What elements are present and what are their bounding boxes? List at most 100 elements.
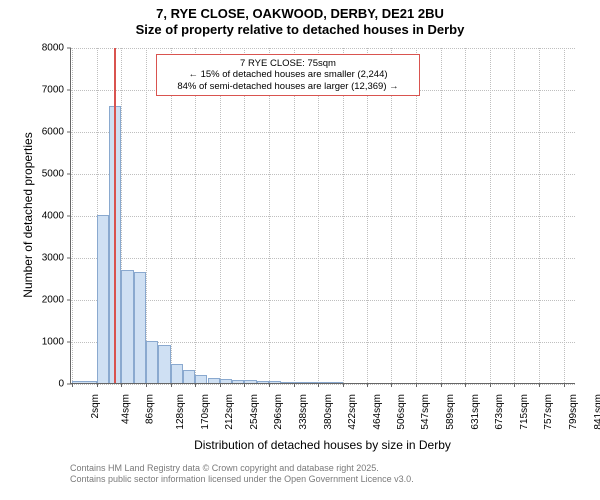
xtick-label: 547sqm: [421, 394, 432, 430]
annotation-line-1: 7 RYE CLOSE: 75sqm: [163, 58, 413, 69]
xtick-mark: [539, 383, 540, 387]
ytick-label: 3000: [30, 253, 64, 264]
xtick-mark: [269, 383, 270, 387]
xtick-mark: [97, 383, 98, 387]
xtick-label: 44sqm: [120, 394, 131, 424]
xtick-label: 422sqm: [347, 394, 358, 430]
xtick-mark: [441, 383, 442, 387]
footer-attribution: Contains HM Land Registry data © Crown c…: [70, 463, 414, 486]
ytick-label: 2000: [30, 295, 64, 306]
ytick-mark: [67, 384, 71, 385]
xtick-mark: [564, 383, 565, 387]
xtick-label: 464sqm: [372, 394, 383, 430]
xtick-mark: [195, 383, 196, 387]
xtick-mark: [146, 383, 147, 387]
histogram-bar: [318, 382, 330, 383]
annotation-line-2: ← 15% of detached houses are smaller (2,…: [163, 69, 413, 80]
xtick-label: 86sqm: [145, 394, 156, 424]
ytick-label: 0: [30, 379, 64, 390]
histogram-bar: [171, 364, 183, 383]
histogram-bar: [269, 381, 281, 383]
ytick-label: 1000: [30, 337, 64, 348]
chart-container: 7, RYE CLOSE, OAKWOOD, DERBY, DE21 2BU S…: [0, 0, 600, 500]
annotation-line-3: 84% of semi-detached houses are larger (…: [163, 81, 413, 92]
histogram-bar: [195, 375, 207, 383]
ytick-label: 6000: [30, 127, 64, 138]
ytick-mark: [67, 342, 71, 343]
xtick-label: 254sqm: [249, 394, 260, 430]
gridline-v: [343, 48, 344, 383]
title-line-1: 7, RYE CLOSE, OAKWOOD, DERBY, DE21 2BU: [0, 6, 600, 22]
gridline-v: [269, 48, 270, 383]
ytick-label: 5000: [30, 169, 64, 180]
xtick-label: 2sqm: [90, 394, 101, 418]
gridline-v: [72, 48, 73, 383]
xtick-mark: [490, 383, 491, 387]
gridline-v: [146, 48, 147, 383]
histogram-bar: [232, 380, 244, 383]
ytick-mark: [67, 300, 71, 301]
title-line-2: Size of property relative to detached ho…: [0, 22, 600, 38]
xtick-mark: [244, 383, 245, 387]
marker-annotation: 7 RYE CLOSE: 75sqm← 15% of detached hous…: [156, 54, 420, 96]
gridline-v: [318, 48, 319, 383]
xtick-mark: [391, 383, 392, 387]
ytick-mark: [67, 132, 71, 133]
histogram-bar: [72, 381, 97, 383]
xtick-mark: [220, 383, 221, 387]
histogram-bar: [97, 215, 109, 383]
histogram-bar: [244, 380, 256, 383]
xtick-label: 128sqm: [175, 394, 186, 430]
property-marker-line: [114, 48, 116, 383]
histogram-bar: [281, 382, 293, 383]
footer-line-1: Contains HM Land Registry data © Crown c…: [70, 463, 414, 474]
gridline-v: [220, 48, 221, 383]
histogram-bar: [146, 341, 158, 383]
xtick-label: 589sqm: [445, 394, 456, 430]
footer-line-2: Contains public sector information licen…: [70, 474, 414, 485]
xtick-mark: [72, 383, 73, 387]
gridline-v: [171, 48, 172, 383]
xtick-mark: [514, 383, 515, 387]
gridline-v: [294, 48, 295, 383]
gridline-v: [564, 48, 565, 383]
xtick-mark: [416, 383, 417, 387]
xtick-label: 380sqm: [323, 394, 334, 430]
gridline-v: [490, 48, 491, 383]
histogram-bar: [306, 382, 318, 383]
ytick-mark: [67, 48, 71, 49]
ytick-mark: [67, 174, 71, 175]
xtick-label: 170sqm: [200, 394, 211, 430]
ytick-mark: [67, 258, 71, 259]
histogram-bar: [220, 379, 232, 383]
gridline-v: [195, 48, 196, 383]
x-axis-label: Distribution of detached houses by size …: [70, 438, 575, 452]
xtick-label: 799sqm: [568, 394, 579, 430]
xtick-label: 841sqm: [593, 394, 600, 430]
xtick-mark: [121, 383, 122, 387]
xtick-mark: [343, 383, 344, 387]
xtick-label: 757sqm: [544, 394, 555, 430]
xtick-label: 296sqm: [273, 394, 284, 430]
gridline-v: [391, 48, 392, 383]
ytick-mark: [67, 216, 71, 217]
chart-title: 7, RYE CLOSE, OAKWOOD, DERBY, DE21 2BU S…: [0, 6, 600, 39]
xtick-label: 715sqm: [519, 394, 530, 430]
ytick-label: 8000: [30, 43, 64, 54]
gridline-v: [244, 48, 245, 383]
gridline-v: [465, 48, 466, 383]
ytick-mark: [67, 90, 71, 91]
ytick-label: 7000: [30, 85, 64, 96]
xtick-mark: [294, 383, 295, 387]
xtick-label: 338sqm: [298, 394, 309, 430]
gridline-v: [367, 48, 368, 383]
gridline-v: [441, 48, 442, 383]
xtick-mark: [318, 383, 319, 387]
histogram-bar: [257, 381, 269, 383]
xtick-label: 212sqm: [224, 394, 235, 430]
histogram-bar: [134, 272, 146, 383]
gridline-v: [539, 48, 540, 383]
gridline-v: [416, 48, 417, 383]
histogram-bar: [158, 345, 170, 383]
histogram-bar: [183, 370, 195, 383]
